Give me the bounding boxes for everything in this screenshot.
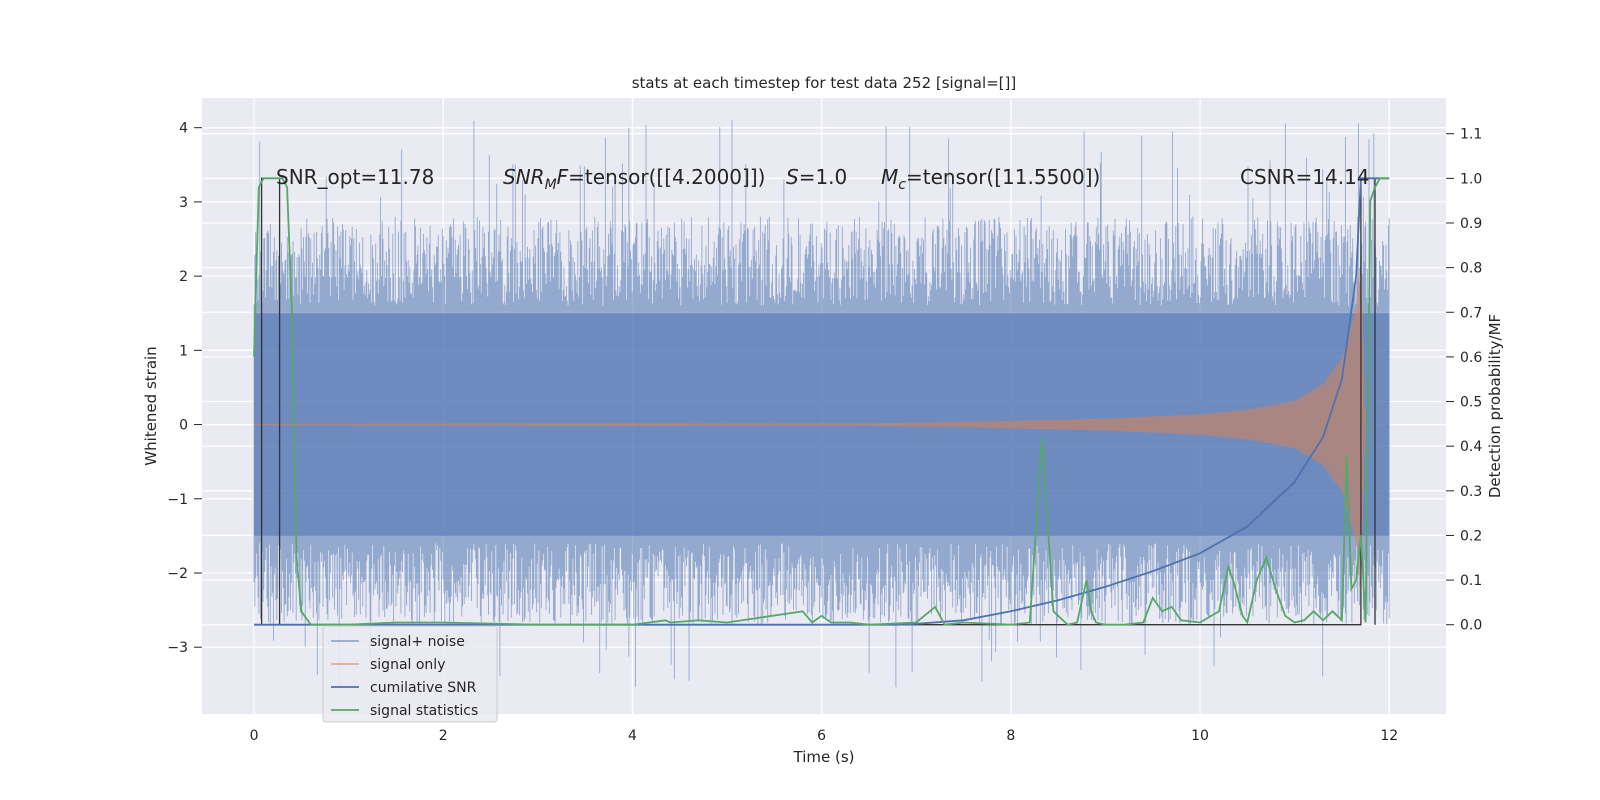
annotation-snr-mf-sub: M — [545, 177, 557, 193]
y-axis-label: Whitened strain — [142, 346, 160, 465]
chart-title: stats at each timestep for test data 252… — [632, 74, 1017, 92]
y-tick-label: 4 — [179, 121, 188, 137]
legend-label-signal-noise: signal+ noise — [370, 634, 465, 650]
x-tick-label: 6 — [817, 728, 826, 744]
legend: signal+ noise signal only cumilative SNR… — [322, 625, 498, 723]
annotation-mc-value: =tensor([11.5500]) — [906, 165, 1100, 189]
annotation-s-math: S — [786, 165, 799, 189]
annotation-snr-mf-math: SNR — [503, 165, 545, 189]
signal-statistics-line — [253, 177, 1390, 626]
y2-tick-label: 0.8 — [1460, 261, 1482, 277]
y-tick-label: 0 — [179, 418, 188, 434]
annotation-snr-mf: SNRMF=tensor([[4.2000]]) — [503, 165, 765, 193]
y2-tick-label: 0.9 — [1460, 216, 1482, 232]
y2-tick-label: 0.4 — [1460, 439, 1482, 455]
y-tick-label: 2 — [179, 269, 188, 285]
annotation-csnr: CSNR=14.14 — [1240, 165, 1370, 189]
y2-tick-label: 0.0 — [1460, 618, 1482, 634]
annotation-s-value: =1.0 — [799, 165, 848, 189]
annotations: SNR_opt=11.78 SNRMF=tensor([[4.2000]]) S… — [276, 165, 1370, 193]
legend-label-signal-only: signal only — [370, 657, 445, 673]
annotation-mc-math: M — [881, 165, 898, 189]
y2-tick-label: 0.5 — [1460, 395, 1482, 411]
annotation-snr-mf-value: =tensor([[4.2000]]) — [568, 165, 765, 189]
signal-only-series — [253, 257, 1366, 592]
legend-box — [322, 625, 498, 723]
annotation-mc-sub: c — [898, 177, 906, 193]
y-tick-label: 3 — [179, 195, 188, 211]
y2-tick-label: 1.1 — [1460, 127, 1482, 143]
ticks: 0 2 4 6 8 10 12−3−2−1012340.00.10.20.30.40.50.… — [167, 121, 1482, 744]
x-axis-label: Time (s) — [793, 748, 855, 766]
legend-label-signal-statistics: signal statistics — [370, 703, 478, 719]
x-tick-label: 2 — [439, 728, 448, 744]
y2-tick-label: 0.6 — [1460, 350, 1482, 366]
cumulative-snr-line — [254, 177, 1390, 626]
y-tick-label: −2 — [167, 566, 188, 582]
signal-only-line — [253, 257, 1366, 592]
y-tick-label: −3 — [167, 640, 188, 656]
x-tick-label: 12 — [1380, 728, 1398, 744]
legend-label-cumulative-snr: cumilative SNR — [370, 680, 477, 696]
y2-tick-label: 0.2 — [1460, 528, 1482, 544]
y2-axis-label: Detection probability/MF — [1486, 314, 1504, 498]
annotation-snr-mf-tail: F — [557, 165, 569, 189]
annotation-snr-opt: SNR_opt=11.78 — [276, 165, 434, 189]
y2-tick-label: 0.3 — [1460, 484, 1482, 500]
x-tick-label: 4 — [628, 728, 637, 744]
y-tick-label: 1 — [179, 343, 188, 359]
annotation-s: S=1.0 — [786, 165, 847, 189]
x-tick-label: 0 — [250, 728, 259, 744]
y2-tick-label: 0.1 — [1460, 573, 1482, 589]
y2-tick-label: 1.0 — [1460, 171, 1482, 187]
right-axis-series — [253, 177, 1390, 626]
annotation-mc: Mc=tensor([11.5500]) — [881, 165, 1100, 193]
x-tick-label: 8 — [1006, 728, 1015, 744]
y2-tick-label: 0.7 — [1460, 305, 1482, 321]
x-tick-label: 10 — [1191, 728, 1209, 744]
y-tick-label: −1 — [167, 492, 188, 508]
